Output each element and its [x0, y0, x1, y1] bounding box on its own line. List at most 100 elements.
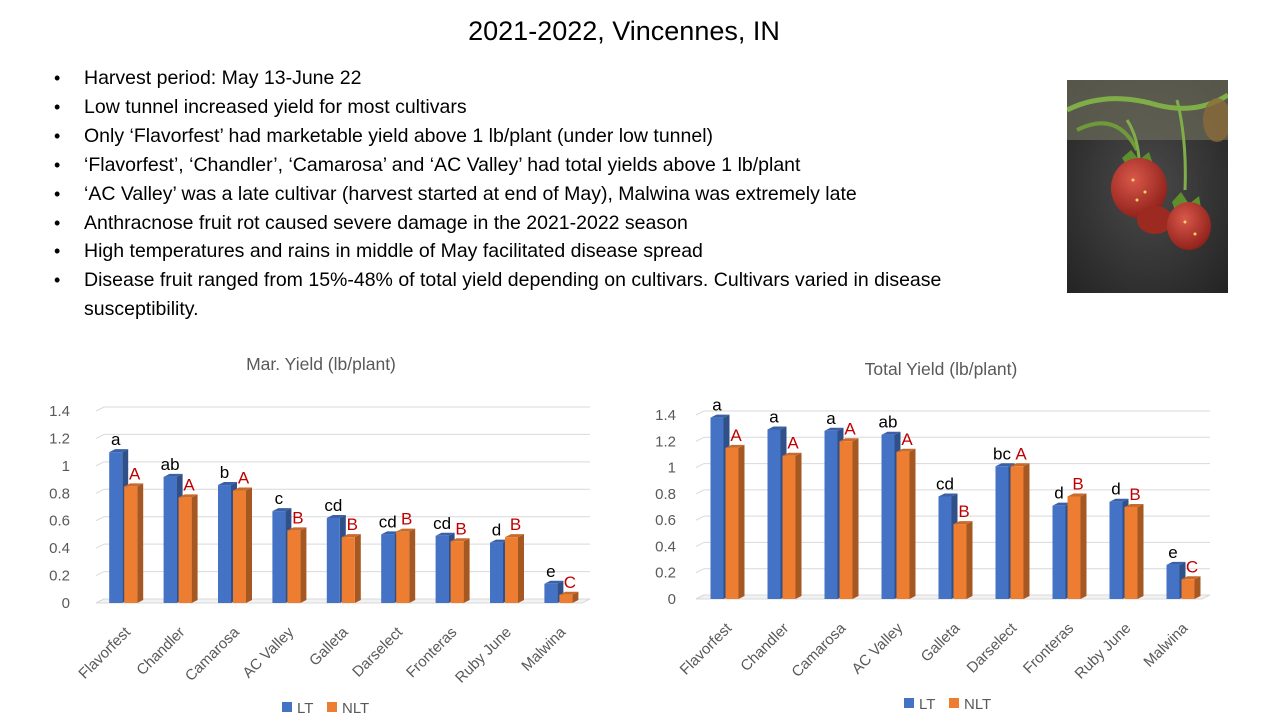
y-tick-label: 1.2: [49, 430, 70, 447]
significance-letter-lt: e: [1168, 543, 1177, 562]
bar-top-nlt: [953, 521, 973, 525]
bullet-dot: •: [54, 241, 61, 262]
bar-top-nlt: [178, 494, 198, 498]
bar-lt: [1166, 564, 1180, 599]
bar-top-nlt: [233, 487, 252, 491]
bar-top-lt: [1109, 498, 1129, 502]
bullet-dot: •: [54, 270, 61, 291]
x-category-label: AC Valley: [849, 619, 907, 677]
bar-lt: [109, 452, 123, 603]
bar-top-nlt: [1010, 463, 1030, 467]
bar-top-lt: [1166, 561, 1186, 565]
gridline-depth: [95, 488, 105, 494]
significance-letter-lt: e: [546, 562, 555, 581]
bar-lt: [381, 534, 395, 603]
bar-nlt: [341, 537, 355, 603]
chart-title-marketable: Mar. Yield (lb/plant): [246, 354, 396, 374]
bar-top-lt: [109, 449, 129, 453]
bar-top-lt: [938, 493, 958, 497]
bullet-dot: •: [54, 212, 61, 233]
bullet-item: • Only ‘Flavorfest’ had marketable yield …: [52, 122, 1052, 151]
bar-side-lt: [448, 532, 455, 603]
significance-letter-lt: c: [275, 489, 284, 508]
y-tick-label: 0: [668, 591, 676, 608]
bar-side-lt: [1122, 498, 1129, 599]
bar-lt: [995, 466, 1009, 599]
bar-top-lt: [218, 482, 237, 486]
significance-letter-lt: cd: [379, 512, 397, 531]
bar-side-nlt: [795, 452, 802, 599]
y-tick-label: 1.4: [49, 403, 70, 420]
bar-side-nlt: [191, 494, 198, 603]
bar-lt: [881, 434, 895, 599]
bar-side-nlt: [1080, 493, 1087, 599]
bar-nlt: [839, 441, 853, 599]
bar-top-nlt: [896, 448, 916, 452]
bullet-dot: •: [54, 183, 61, 204]
bar-side-nlt: [1137, 504, 1144, 599]
bar-top-lt: [1052, 502, 1072, 506]
marketable-yield-chart: 00.20.40.60.811.21.4aAFlavorfestabAChand…: [49, 403, 591, 717]
legend-label-nlt: NLT: [342, 700, 369, 717]
bar-top-lt: [881, 431, 901, 435]
bullet-dot: •: [54, 125, 61, 146]
bar-lt: [710, 417, 724, 599]
y-tick-label: 0.2: [49, 568, 70, 585]
bar-top-lt: [381, 531, 401, 535]
significance-letter-nlt: C: [1186, 557, 1198, 576]
bar-side-nlt: [852, 438, 859, 599]
bar-side-lt: [837, 427, 844, 599]
bar-side-nlt: [246, 487, 252, 603]
bar-top-nlt: [1124, 504, 1144, 507]
bar-lt: [272, 511, 286, 603]
bar-top-lt: [767, 426, 787, 430]
significance-letter-lt: cd: [324, 496, 342, 515]
x-category-label: Ruby June: [1072, 620, 1135, 683]
y-tick-label: 0.4: [655, 538, 676, 555]
bar-side-lt: [1065, 502, 1072, 599]
bullet-list: • Harvest period: May 13-June 22 • Low tun…: [52, 64, 1052, 324]
bar-side-lt: [503, 539, 509, 603]
legend-label-lt: LT: [297, 700, 313, 717]
significance-letter-lt: a: [111, 430, 121, 449]
significance-letter-nlt: A: [730, 426, 742, 445]
bar-top-lt: [544, 580, 564, 584]
bar-nlt: [124, 486, 138, 603]
significance-letter-lt: ab: [879, 413, 898, 432]
bar-side-lt: [894, 431, 901, 599]
bar-nlt: [1181, 579, 1195, 599]
bar-top-nlt: [396, 528, 416, 532]
x-category-label: Malwina: [518, 623, 569, 674]
gridline-depth: [695, 515, 705, 521]
bar-lt: [218, 485, 231, 603]
bar-nlt: [896, 451, 910, 599]
significance-letter-lt: a: [712, 396, 722, 415]
x-category-label: Darselect: [349, 623, 406, 680]
significance-letter-lt: a: [826, 409, 836, 428]
bar-lt: [938, 496, 952, 599]
gridline-depth: [95, 461, 105, 467]
bar-side-nlt: [300, 527, 307, 603]
x-category-label: AC Valley: [239, 623, 297, 681]
bullet-item: • ‘AC Valley’ was a late cultivar (harves…: [52, 180, 1052, 209]
bullet-item: • Harvest period: May 13-June 22: [52, 64, 1052, 93]
significance-letter-nlt: A: [901, 430, 913, 449]
chart-floor: [95, 598, 591, 604]
bar-top-nlt: [505, 534, 524, 538]
x-category-label: Camarosa: [182, 623, 243, 684]
significance-letter-lt: cd: [936, 474, 954, 493]
significance-letter-nlt: A: [844, 419, 856, 438]
bar-lt: [544, 583, 558, 603]
bar-lt: [435, 535, 449, 603]
bar-side-nlt: [409, 528, 416, 603]
significance-letter-nlt: C: [564, 573, 576, 592]
bar-side-lt: [557, 580, 564, 603]
y-tick-label: 1.4: [655, 407, 676, 424]
bar-lt: [490, 542, 503, 603]
bar-nlt: [287, 530, 301, 603]
bar-side-nlt: [1023, 463, 1030, 599]
bar-nlt: [505, 537, 518, 603]
y-tick-label: 0.6: [49, 513, 70, 530]
bar-nlt: [450, 541, 464, 603]
bar-top-lt: [995, 463, 1015, 467]
